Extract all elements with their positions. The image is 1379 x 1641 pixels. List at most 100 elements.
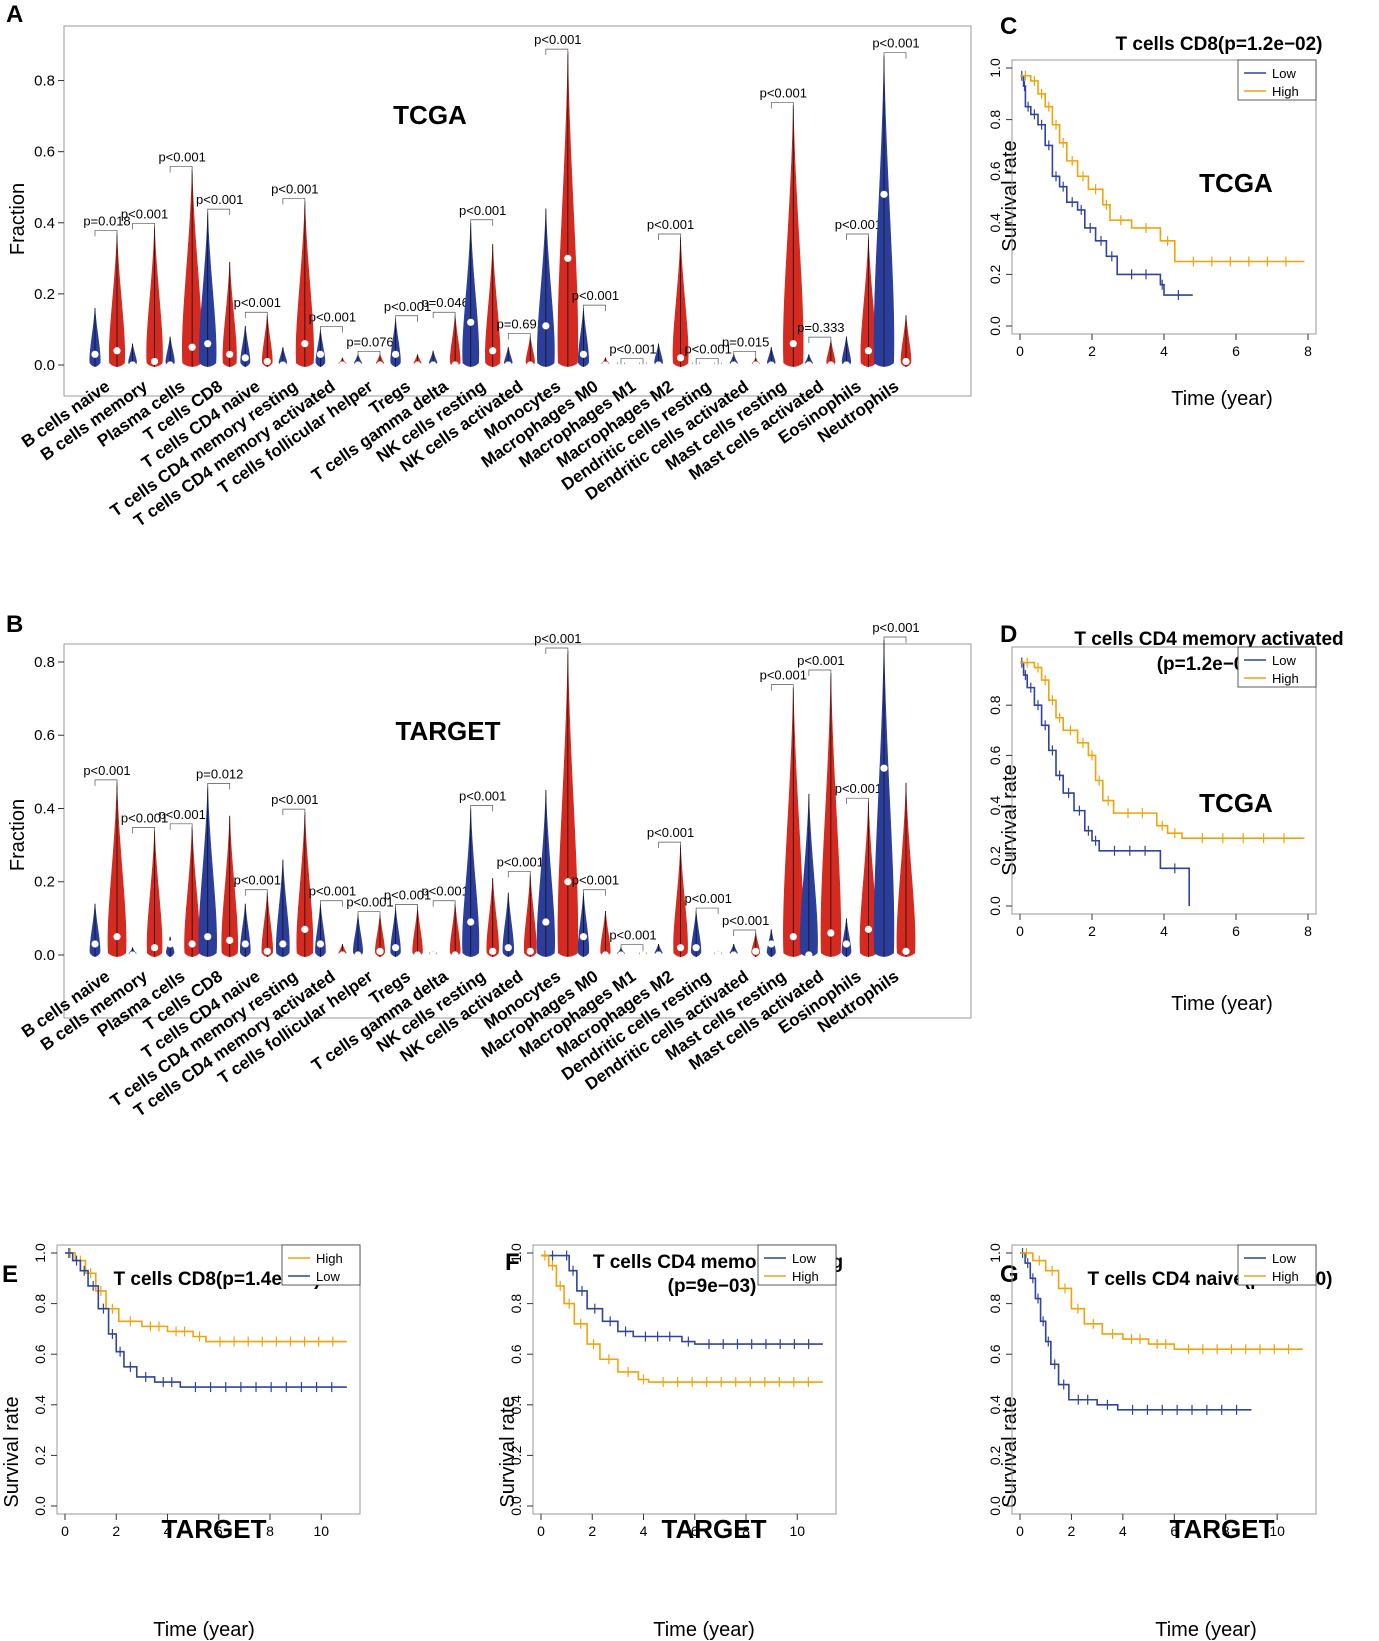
y-tick-label: 0.0 xyxy=(987,316,1003,336)
y-tick-label: 0.0 xyxy=(508,1496,524,1516)
violin-median-high xyxy=(376,361,384,369)
x-tick-label: 10 xyxy=(313,1523,329,1539)
y-tick-label: 0.4 xyxy=(987,213,1003,233)
violin-median-low xyxy=(880,764,888,772)
km-curve-high xyxy=(1020,1252,1303,1350)
panel-letter-e: E xyxy=(2,1261,18,1288)
legend-label: High xyxy=(792,1269,819,1284)
p-value-bracket xyxy=(470,805,494,812)
x-tick-label: 6 xyxy=(1232,343,1240,359)
y-tick-label: 0.2 xyxy=(508,1445,524,1465)
p-value-bracket xyxy=(432,311,456,319)
p-value-label: p<0.001 xyxy=(572,873,619,888)
violin-median-low xyxy=(767,940,775,948)
violin-median-high xyxy=(864,925,873,933)
violin-median-low xyxy=(654,951,663,959)
violin-median-high xyxy=(451,361,459,369)
y-tick-label: 0.8 xyxy=(987,110,1003,130)
x-tick-label: 6 xyxy=(215,1523,223,1539)
p-value-label: p<0.001 xyxy=(609,928,656,943)
p-value-label: p<0.001 xyxy=(309,309,356,324)
y-tick-label: 0.0 xyxy=(34,357,55,374)
p-value-label: p<0.001 xyxy=(572,288,619,303)
violin-median-low xyxy=(241,940,249,948)
y-tick-label: 0.4 xyxy=(32,1395,48,1415)
violin-median-low xyxy=(204,340,212,348)
violin-median-low xyxy=(579,933,588,941)
p-value-bracket xyxy=(169,823,193,830)
violin-median-high xyxy=(601,951,610,959)
x-tick-label: 8 xyxy=(1304,343,1312,359)
x-axis-label: Time (year) xyxy=(1171,388,1272,410)
p-value-label: p<0.001 xyxy=(158,807,205,822)
violin-median-low xyxy=(730,951,738,959)
violin-median-low xyxy=(805,361,813,369)
plot-frame xyxy=(1011,1244,1317,1515)
p-value-bracket xyxy=(808,336,832,344)
violin-median-low xyxy=(767,361,775,369)
x-tick-label: 4 xyxy=(640,1523,648,1539)
y-axis-label: Survival rate xyxy=(999,1396,1021,1507)
y-tick-label: 0.6 xyxy=(987,161,1003,181)
p-value-label: p<0.001 xyxy=(121,810,168,825)
p-value-label: p<0.001 xyxy=(234,295,281,310)
p-value-bracket xyxy=(169,166,193,173)
p-value-bracket xyxy=(244,311,268,319)
p-value-label: p<0.001 xyxy=(83,763,130,778)
chart-watermark: TARGET xyxy=(396,716,501,746)
p-value-label: p=0.076 xyxy=(346,334,393,349)
p-value-label: p<0.001 xyxy=(459,203,506,218)
legend-label: High xyxy=(316,1251,343,1266)
plot-frame xyxy=(63,643,972,1019)
p-value-label: p<0.001 xyxy=(684,891,731,906)
km-subtitle: (p=9e−03) xyxy=(668,1276,757,1297)
plot-frame xyxy=(56,1244,361,1515)
violin-median-high xyxy=(639,361,647,369)
p-value-bracket xyxy=(470,219,494,226)
violin-median-low xyxy=(880,190,888,198)
p-value-label: p<0.001 xyxy=(647,217,694,232)
violin-median-high xyxy=(489,947,497,955)
chart-watermark: TCGA xyxy=(1199,168,1273,198)
violin-median-low xyxy=(204,933,212,941)
violin-median-low xyxy=(354,361,362,369)
violin-median-low xyxy=(429,361,437,369)
violin-median-low xyxy=(467,918,475,926)
km-curve-high xyxy=(541,1254,823,1383)
y-tick-label: 0.4 xyxy=(34,800,55,817)
panel-letter-f: F xyxy=(505,1249,520,1276)
y-tick-label: 0.6 xyxy=(987,1344,1003,1364)
y-axis-label: Survival rate xyxy=(497,1396,519,1507)
violin-median-low xyxy=(579,350,588,358)
chart-watermark: TCGA xyxy=(1199,788,1273,818)
y-tick-label: 1.0 xyxy=(508,1243,524,1263)
p-value-bracket xyxy=(395,315,418,322)
p-value-bracket xyxy=(395,904,418,911)
violin-median-low xyxy=(316,350,325,358)
violin-median-high xyxy=(413,361,422,369)
violin-median-high xyxy=(226,350,234,358)
y-tick-label: 0.8 xyxy=(34,654,55,671)
violin-median-high xyxy=(752,361,760,369)
violin-median-high xyxy=(188,940,196,948)
x-tick-label: 0 xyxy=(61,1523,69,1539)
p-value-bracket xyxy=(507,333,531,340)
violin-median-low xyxy=(128,951,137,959)
y-tick-label: 0.2 xyxy=(987,1445,1003,1465)
p-value-bracket xyxy=(507,871,531,878)
violin-median-high xyxy=(113,347,121,355)
violin-median-low xyxy=(504,361,512,369)
chart-watermark: TCGA xyxy=(393,100,467,130)
y-tick-label: 0.4 xyxy=(987,796,1003,816)
p-value-bracket xyxy=(94,230,118,237)
violin-median-high xyxy=(113,933,121,941)
x-axis-label: Time (year) xyxy=(153,1619,254,1641)
p-value-bracket xyxy=(808,669,832,676)
x-axis-label: Time (year) xyxy=(653,1619,754,1641)
plot-frame xyxy=(532,1244,837,1515)
legend-label: Low xyxy=(1272,1251,1296,1266)
violin-median-low xyxy=(391,350,400,358)
km-panel-cd8-tcga: T cells CD8(p=1.2e−02) Survival rate Tim… xyxy=(987,34,1323,410)
p-value-bracket xyxy=(583,889,606,896)
y-tick-label: 1.0 xyxy=(32,1243,48,1263)
